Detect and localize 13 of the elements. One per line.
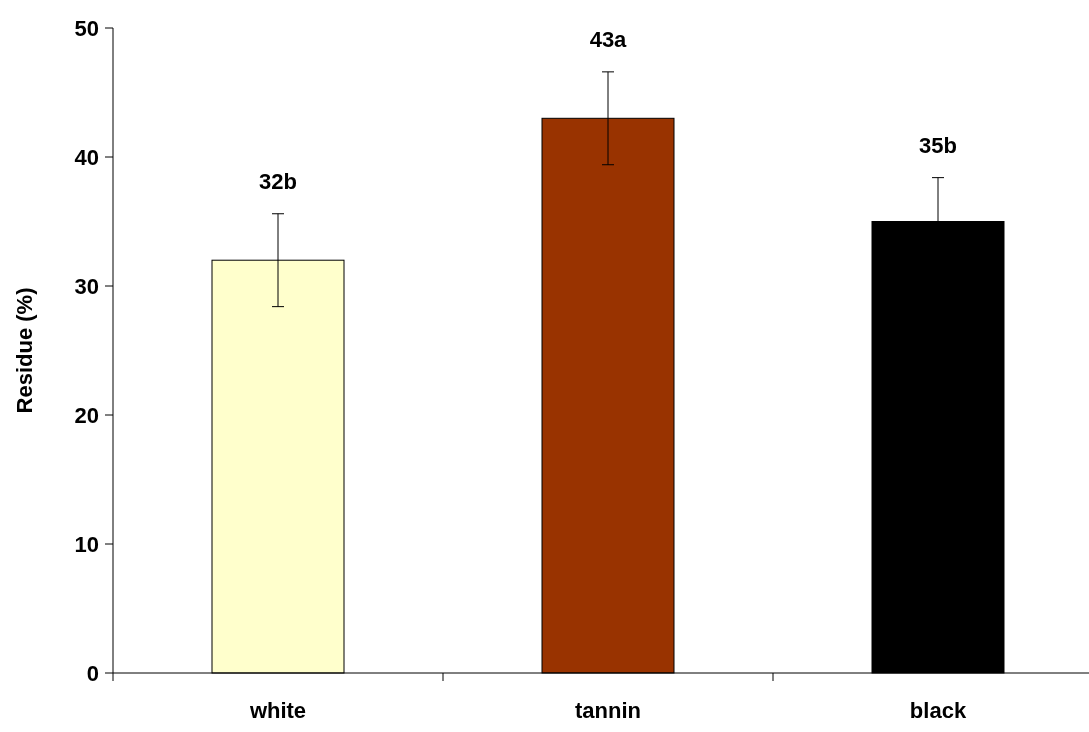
y-tick-label: 0	[86, 660, 99, 686]
data-label: 43a	[589, 26, 628, 52]
y-tick-label: 50	[74, 15, 99, 41]
y-tick-label: 30	[74, 273, 99, 299]
y-tick-label: 20	[74, 402, 99, 428]
x-tick-label: white	[248, 698, 307, 723]
y-tick-label: 40	[74, 144, 99, 170]
y-tick-label: 10	[74, 531, 99, 557]
data-label: 32b	[259, 168, 297, 194]
x-tick-label: black	[909, 698, 967, 723]
data-label: 35b	[919, 132, 957, 158]
y-axis-title: Residue (%)	[12, 287, 37, 414]
x-tick-label: tannin	[575, 698, 641, 723]
